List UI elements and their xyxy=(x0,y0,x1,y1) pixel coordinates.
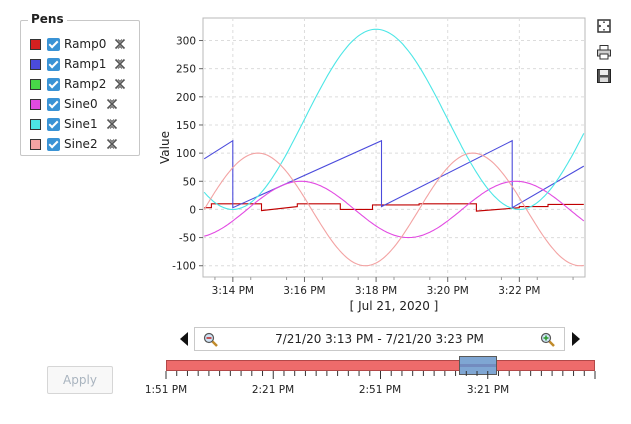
pens-panel: Pens Ramp0 Ramp1 Ramp2 Sine0 Sine1 Sine2 xyxy=(20,12,140,156)
zoom-in-icon[interactable] xyxy=(540,332,556,348)
timeline-window-handle[interactable] xyxy=(459,356,497,375)
remove-pen-icon[interactable] xyxy=(114,38,126,50)
pen-row-ramp2[interactable]: Ramp2 xyxy=(30,75,126,93)
plot-area xyxy=(202,17,586,278)
series-line-sine2 xyxy=(203,152,584,267)
series-line-ramp1 xyxy=(203,139,585,209)
pen-row-sine0[interactable]: Sine0 xyxy=(30,95,118,113)
pen-name-label: Sine2 xyxy=(64,137,98,151)
timeline-label: 2:21 PM xyxy=(252,384,294,396)
pen-row-sine2[interactable]: Sine2 xyxy=(30,135,118,153)
remove-pen-icon[interactable] xyxy=(106,98,118,110)
x-tick-label: 3:16 PM xyxy=(283,285,325,297)
timeline-bar[interactable] xyxy=(166,360,595,371)
y-tick-label: 50 xyxy=(183,176,196,188)
series-line-ramp0 xyxy=(204,203,584,212)
pen-row-ramp0[interactable]: Ramp0 xyxy=(30,35,126,53)
y-tick-label: 250 xyxy=(176,64,196,76)
pen-name-label: Sine1 xyxy=(64,117,98,131)
series-line-sine1 xyxy=(203,28,585,210)
floppy-disk-icon[interactable] xyxy=(596,68,612,84)
pen-color-swatch[interactable] xyxy=(30,118,41,130)
pen-color-swatch[interactable] xyxy=(30,58,41,70)
pen-visible-checkbox[interactable] xyxy=(47,137,60,151)
pen-color-swatch[interactable] xyxy=(30,138,41,150)
date-range-text: 7/21/20 3:13 PM - 7/21/20 3:23 PM xyxy=(275,332,484,346)
pen-color-swatch[interactable] xyxy=(30,98,41,110)
timeline-label: 2:51 PM xyxy=(359,384,401,396)
x-tick-label: 3:14 PM xyxy=(212,285,254,297)
printer-icon[interactable] xyxy=(596,44,612,60)
y-tick-label: 150 xyxy=(176,120,196,132)
y-tick-label: 0 xyxy=(189,204,196,216)
y-axis-label: Value xyxy=(158,131,172,164)
pen-row-ramp1[interactable]: Ramp1 xyxy=(30,55,126,73)
timeline-label: 3:21 PM xyxy=(467,384,509,396)
pen-visible-checkbox[interactable] xyxy=(47,117,60,131)
y-tick-label: 100 xyxy=(176,148,196,160)
x-tick-label: 3:22 PM xyxy=(498,285,540,297)
pen-name-label: Ramp2 xyxy=(64,77,107,91)
date-range-box[interactable]: 7/21/20 3:13 PM - 7/21/20 3:23 PM xyxy=(194,327,565,351)
apply-button[interactable]: Apply xyxy=(47,366,113,394)
scroll-left-arrow[interactable] xyxy=(180,332,188,346)
y-tick-label: -100 xyxy=(172,261,196,273)
pen-visible-checkbox[interactable] xyxy=(47,77,60,91)
x-tick-label: 3:20 PM xyxy=(427,285,469,297)
y-tick-label: 300 xyxy=(176,36,196,48)
x-axis-label: [ Jul 21, 2020 ] xyxy=(350,299,439,313)
remove-pen-icon[interactable] xyxy=(114,78,126,90)
remove-pen-icon[interactable] xyxy=(114,58,126,70)
pen-name-label: Ramp0 xyxy=(64,37,107,51)
timeline-label: 1:51 PM xyxy=(145,384,187,396)
pens-title: Pens xyxy=(28,12,67,26)
scroll-right-arrow[interactable] xyxy=(572,332,580,346)
pen-color-swatch[interactable] xyxy=(30,78,41,90)
y-tick-label: 200 xyxy=(176,92,196,104)
pen-visible-checkbox[interactable] xyxy=(47,57,60,71)
y-tick-label: -50 xyxy=(179,233,196,245)
pen-visible-checkbox[interactable] xyxy=(47,97,60,111)
pen-name-label: Sine0 xyxy=(64,97,98,111)
pen-color-swatch[interactable] xyxy=(30,38,41,50)
x-tick-label: 3:18 PM xyxy=(355,285,397,297)
remove-pen-icon[interactable] xyxy=(106,138,118,150)
pen-visible-checkbox[interactable] xyxy=(47,37,60,51)
fit-to-view-icon[interactable] xyxy=(596,18,612,34)
zoom-out-icon[interactable] xyxy=(203,332,219,348)
pen-row-sine1[interactable]: Sine1 xyxy=(30,115,118,133)
series-line-sine0 xyxy=(204,180,585,239)
pen-name-label: Ramp1 xyxy=(64,57,107,71)
remove-pen-icon[interactable] xyxy=(106,118,118,130)
